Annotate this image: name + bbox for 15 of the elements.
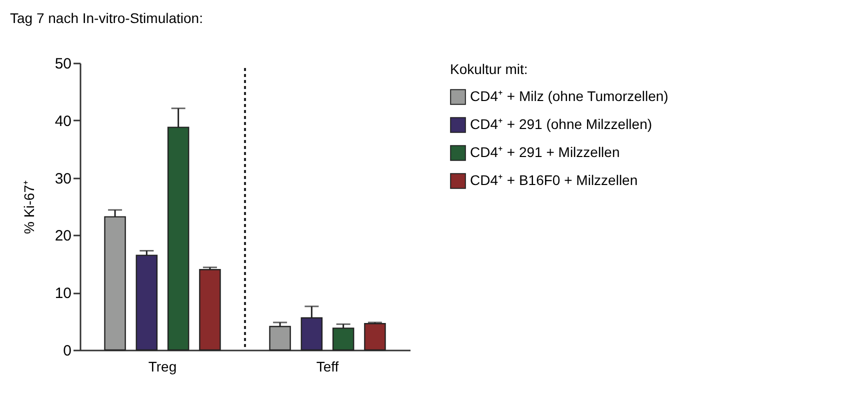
y-tick-label: 30 xyxy=(54,170,72,188)
y-tick-label: 20 xyxy=(54,228,72,245)
y-axis-title: % Ki-67⁺ xyxy=(20,180,37,234)
chart-title: Tag 7 nach In-vitro-Stimulation: xyxy=(10,10,203,26)
y-tick-label: 40 xyxy=(54,112,72,130)
x-tick-label: Teff xyxy=(316,358,339,374)
legend-label: CD4⁺ + 291 (ohne Milzzellen) xyxy=(470,116,652,132)
legend-label: CD4⁺ + Milz (ohne Tumorzellen) xyxy=(470,88,668,104)
y-tick-label: 10 xyxy=(54,285,72,302)
y-tick-label: 0 xyxy=(63,342,72,360)
legend-title: Kokultur mit: xyxy=(450,61,528,77)
x-tick-label: Treg xyxy=(148,358,177,374)
legend-label: CD4⁺ + B16F0 + Milzzellen xyxy=(470,172,638,188)
legend-label: CD4⁺ + 291 + Milzzellen xyxy=(470,144,620,160)
y-tick-label: 50 xyxy=(54,56,72,72)
